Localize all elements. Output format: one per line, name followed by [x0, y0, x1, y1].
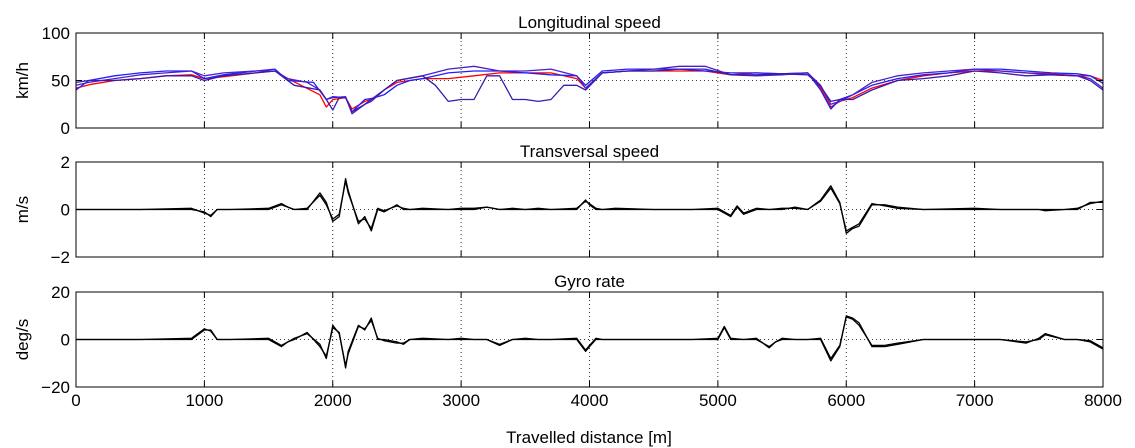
longitudinal-speed-panel: Longitudinal speed km/h 0 50 100	[13, 13, 1104, 138]
y-tick-label: −20	[41, 378, 70, 397]
y-tick-label: 2	[61, 153, 70, 172]
y-tick-label: 0	[61, 119, 70, 138]
series-line-1	[76, 316, 1104, 367]
x-tick-label: 8000	[1084, 391, 1122, 410]
x-tick-label: 1000	[185, 391, 223, 410]
x-axis-label: Travelled distance [m]	[506, 428, 672, 447]
x-tick-label: 6000	[827, 391, 865, 410]
panel-title: Gyro rate	[554, 272, 625, 291]
x-tick-label: 3000	[442, 391, 480, 410]
y-tick-label: 0	[61, 330, 70, 349]
x-tick-label: 0	[71, 391, 80, 410]
y-axis-label: m/s	[13, 196, 32, 223]
series-line-1	[75, 68, 1104, 113]
series-line-0	[76, 315, 1104, 369]
series-line-1	[76, 180, 1104, 232]
x-tick-label: 5000	[699, 391, 737, 410]
series-line-3	[75, 68, 1104, 113]
y-axis-label: km/h	[13, 62, 32, 99]
y-axis-label: deg/s	[13, 319, 32, 361]
panel-title: Longitudinal speed	[518, 13, 661, 32]
x-tick-label: 4000	[571, 391, 609, 410]
x-tick-label: 7000	[956, 391, 994, 410]
y-tick-label: 100	[42, 24, 70, 43]
transversal-speed-panel: Transversal speed m/s −2 0 2	[13, 142, 1104, 267]
y-tick-label: 50	[51, 71, 70, 90]
panel-title: Transversal speed	[520, 142, 659, 161]
y-tick-label: 0	[61, 200, 70, 219]
y-tick-label: 20	[51, 283, 70, 302]
y-tick-label: −2	[51, 248, 70, 267]
x-tick-label: 2000	[314, 391, 352, 410]
